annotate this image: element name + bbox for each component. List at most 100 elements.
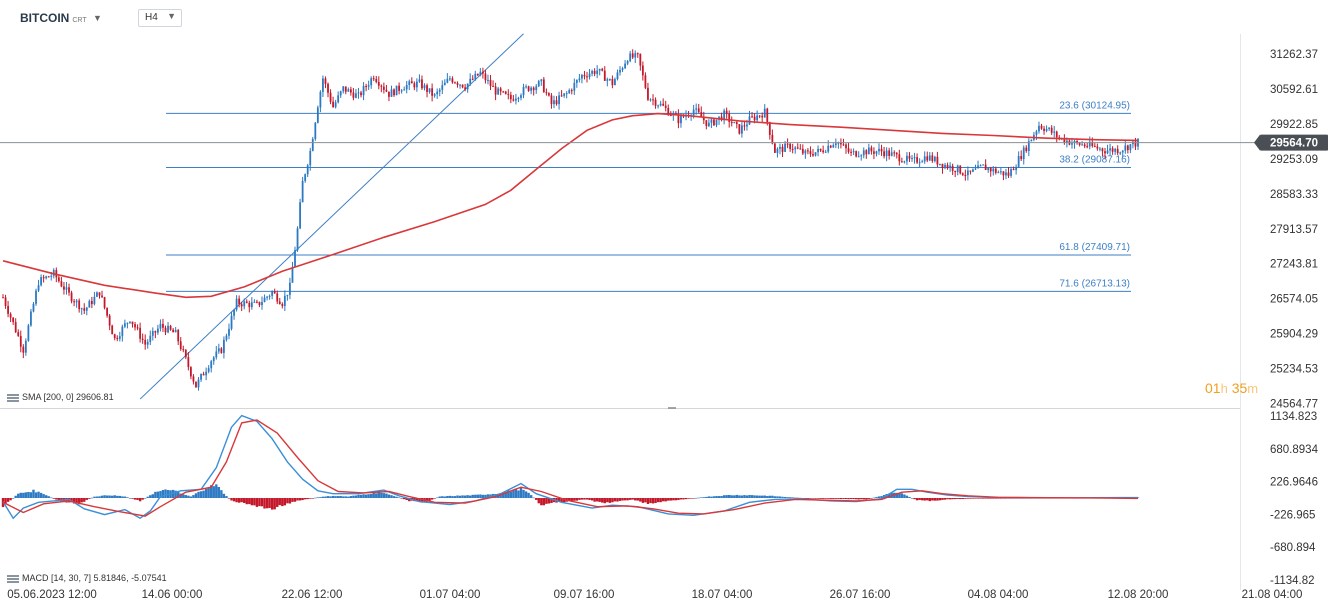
candle-body — [499, 88, 502, 92]
candle-body — [890, 152, 893, 156]
macd-histogram-bar — [309, 498, 312, 499]
macd-histogram-bar — [959, 498, 962, 500]
macd-histogram-bar — [375, 493, 378, 499]
candle-body — [182, 349, 185, 351]
macd-signal-line[interactable] — [2, 419, 1139, 517]
macd-legend[interactable]: MACD [14, 30, 7] 5.81846, -5.07541 — [7, 573, 167, 583]
fib-trendline[interactable] — [139, 33, 524, 400]
candle-body — [85, 307, 88, 311]
candle-body — [733, 122, 736, 124]
candle-body — [136, 327, 139, 329]
macd-histogram-bar — [484, 494, 487, 499]
candle-body — [794, 147, 797, 150]
macd-histogram-bar — [753, 495, 756, 499]
indicator-settings-icon[interactable] — [7, 574, 19, 583]
candle-body — [215, 351, 218, 358]
macd-histogram-bar — [105, 495, 109, 499]
macd-histogram-bar — [380, 492, 383, 499]
macd-histogram-bar — [562, 498, 566, 503]
macd-histogram-bar — [220, 490, 223, 499]
macd-histogram-bar — [887, 493, 891, 499]
macd-histogram-bar — [72, 498, 76, 504]
macd-histogram-bar — [37, 491, 40, 499]
symbol-selector[interactable]: BITCOIN CRT — [20, 11, 87, 25]
macd-histogram-bar — [456, 495, 459, 499]
macd-histogram-bar — [283, 498, 287, 506]
candle-body — [1055, 131, 1058, 138]
macd-histogram-bar — [692, 498, 695, 499]
x-tick-label: 04.08 04:00 — [968, 589, 1029, 601]
candle-body — [509, 94, 512, 100]
macd-histogram-bar — [415, 498, 419, 502]
macd-histogram-bar — [570, 498, 573, 502]
macd-histogram-bar — [75, 498, 78, 504]
chevron-down-icon[interactable]: ▼ — [93, 13, 102, 23]
candle-body — [809, 151, 812, 155]
candle-body — [217, 348, 220, 352]
macd-histogram-bar — [400, 498, 403, 499]
macd-tick-label: -226.965 — [1270, 509, 1315, 521]
macd-histogram-bar — [347, 496, 350, 499]
last-price-tag-arrow — [1254, 134, 1260, 151]
candle-body — [451, 78, 454, 83]
macd-histogram-bar — [849, 498, 853, 500]
candle-body — [667, 107, 670, 116]
macd-histogram-bar — [156, 491, 160, 499]
macd-histogram-bar — [128, 498, 132, 499]
candle-body — [525, 86, 527, 88]
candle-body — [707, 122, 710, 127]
x-tick-label: 26.07 16:00 — [830, 589, 891, 601]
macd-histogram-bar — [476, 494, 480, 499]
macd-histogram-bar — [961, 498, 964, 500]
macd-histogram-bar — [204, 488, 208, 499]
candle-body — [192, 376, 195, 382]
indicator-settings-icon[interactable] — [7, 393, 19, 402]
macd-histogram-bar — [202, 490, 205, 499]
macd-histogram-bar — [913, 498, 916, 500]
candle-body — [624, 63, 626, 69]
sma-line[interactable] — [2, 112, 1139, 299]
candle-body — [355, 93, 357, 98]
sma-legend[interactable]: SMA [200, 0] 29606.81 — [7, 392, 114, 402]
candle-body — [78, 300, 81, 310]
candle-body — [1015, 166, 1018, 171]
macd-histogram-bar — [143, 498, 147, 499]
candle-body — [710, 119, 713, 123]
macd-histogram-bar — [806, 498, 810, 499]
candle-body — [1134, 141, 1137, 147]
candle-body — [233, 309, 235, 316]
macd-histogram-bar — [438, 496, 441, 499]
candle-body — [337, 95, 340, 103]
macd-histogram-bar — [656, 498, 660, 503]
candle-body — [433, 94, 436, 96]
candle-body — [131, 321, 134, 325]
timeframe-select[interactable]: H4 ▼ — [138, 9, 182, 27]
candle-body — [42, 277, 45, 279]
candle-body — [558, 95, 560, 105]
macd-histogram-bar — [590, 498, 594, 501]
macd-histogram-bar — [895, 492, 898, 499]
x-tick-label: 01.07 04:00 — [420, 589, 481, 601]
candle-body — [494, 86, 497, 95]
y-tick-label: 30592.61 — [1270, 84, 1318, 96]
macd-histogram-bar — [918, 498, 921, 500]
macd-histogram-bar — [674, 498, 678, 501]
candle-body — [121, 326, 124, 337]
macd-histogram-bar — [661, 498, 665, 502]
candle-body — [989, 167, 992, 172]
macd-histogram-bar — [291, 498, 294, 502]
candle-body — [1104, 151, 1106, 154]
candle-body — [1096, 146, 1099, 149]
macd-histogram-bar — [702, 497, 706, 499]
candle-body — [240, 304, 243, 307]
candle-body — [629, 53, 632, 62]
macd-histogram-bar — [725, 495, 728, 499]
macd-histogram-bar — [387, 494, 391, 499]
symbol-name[interactable]: BITCOIN — [20, 11, 70, 25]
macd-line[interactable] — [2, 414, 1138, 520]
macd-histogram-bar — [588, 498, 591, 500]
macd-histogram-bar — [667, 498, 670, 501]
candle-body — [253, 301, 256, 303]
candle-body — [1091, 141, 1094, 146]
